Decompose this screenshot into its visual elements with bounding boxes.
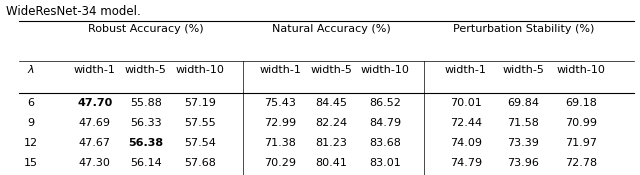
Text: 56.33: 56.33 <box>130 118 162 128</box>
Text: 9: 9 <box>27 118 35 128</box>
Text: 57.68: 57.68 <box>184 158 216 168</box>
Text: width-10: width-10 <box>361 65 410 75</box>
Text: Natural Accuracy (%): Natural Accuracy (%) <box>272 25 391 34</box>
Text: 80.41: 80.41 <box>316 158 348 168</box>
Text: Robust Accuracy (%): Robust Accuracy (%) <box>88 25 204 34</box>
Text: λ: λ <box>28 65 34 75</box>
Text: width-10: width-10 <box>557 65 605 75</box>
Text: width-10: width-10 <box>175 65 224 75</box>
Text: 70.29: 70.29 <box>264 158 296 168</box>
Text: 84.79: 84.79 <box>369 118 401 128</box>
Text: 84.45: 84.45 <box>316 98 348 108</box>
Text: 86.52: 86.52 <box>369 98 401 108</box>
Text: 56.38: 56.38 <box>129 138 163 148</box>
Text: 73.39: 73.39 <box>508 138 540 148</box>
Text: 55.88: 55.88 <box>130 98 162 108</box>
Text: 71.97: 71.97 <box>565 138 597 148</box>
Text: WideResNet-34 model.: WideResNet-34 model. <box>6 5 141 18</box>
Text: 72.78: 72.78 <box>565 158 597 168</box>
Text: 72.99: 72.99 <box>264 118 296 128</box>
Text: 69.84: 69.84 <box>508 98 540 108</box>
Text: width-1: width-1 <box>259 65 301 75</box>
Text: 71.38: 71.38 <box>264 138 296 148</box>
Text: 6: 6 <box>28 98 34 108</box>
Text: 82.24: 82.24 <box>316 118 348 128</box>
Text: 75.43: 75.43 <box>264 98 296 108</box>
Text: 73.96: 73.96 <box>508 158 540 168</box>
Text: 74.79: 74.79 <box>450 158 482 168</box>
Text: 81.23: 81.23 <box>316 138 348 148</box>
Text: 12: 12 <box>24 138 38 148</box>
Text: 71.58: 71.58 <box>508 118 540 128</box>
Text: 47.70: 47.70 <box>77 98 113 108</box>
Text: 56.14: 56.14 <box>130 158 162 168</box>
Text: 15: 15 <box>24 158 38 168</box>
Text: 70.99: 70.99 <box>565 118 597 128</box>
Text: 57.54: 57.54 <box>184 138 216 148</box>
Text: 47.30: 47.30 <box>79 158 111 168</box>
Text: Perturbation Stability (%): Perturbation Stability (%) <box>453 25 594 34</box>
Text: width-1: width-1 <box>74 65 116 75</box>
Text: 57.55: 57.55 <box>184 118 216 128</box>
Text: 47.69: 47.69 <box>79 118 111 128</box>
Text: width-1: width-1 <box>445 65 487 75</box>
Text: 57.19: 57.19 <box>184 98 216 108</box>
Text: width-5: width-5 <box>310 65 353 75</box>
Text: 47.67: 47.67 <box>79 138 111 148</box>
Text: 72.44: 72.44 <box>450 118 482 128</box>
Text: 69.18: 69.18 <box>565 98 597 108</box>
Text: 74.09: 74.09 <box>450 138 482 148</box>
Text: 70.01: 70.01 <box>450 98 482 108</box>
Text: width-5: width-5 <box>502 65 545 75</box>
Text: width-5: width-5 <box>125 65 167 75</box>
Text: 83.01: 83.01 <box>369 158 401 168</box>
Text: 83.68: 83.68 <box>369 138 401 148</box>
